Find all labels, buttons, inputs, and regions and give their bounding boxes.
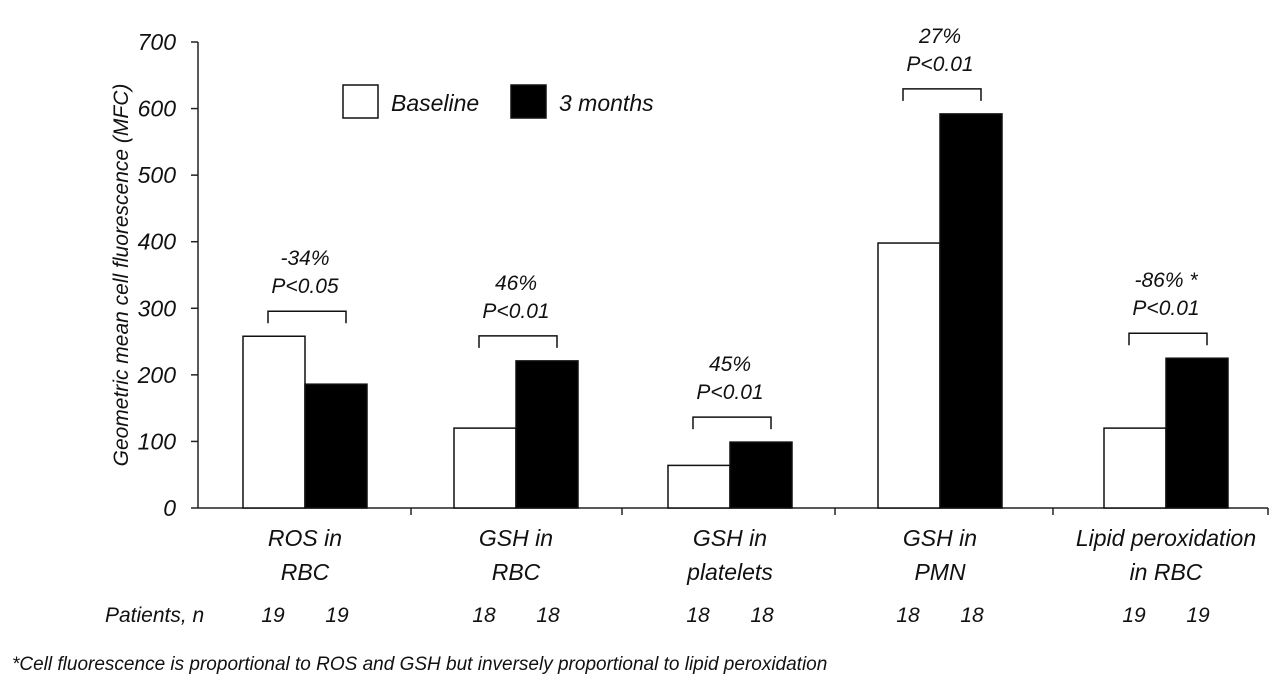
- bar-baseline: [1103, 427, 1167, 509]
- percent-change-label: 45%: [709, 353, 751, 376]
- category-label: GSH in: [903, 525, 977, 551]
- significance-bracket: [1128, 332, 1208, 346]
- category-label: in RBC: [1130, 559, 1203, 585]
- patients-count-3-months: 18: [536, 604, 560, 627]
- bar-3-months: [729, 441, 793, 509]
- legend-label-3-months: 3 months: [559, 90, 654, 116]
- bar-baseline: [242, 335, 306, 509]
- patients-count-baseline: 18: [896, 604, 920, 627]
- y-tick-label: 400: [138, 229, 177, 255]
- significance-bracket: [692, 416, 772, 430]
- y-tick-label: 600: [138, 96, 177, 122]
- y-ticks: 0 100 200 300 400 500 600 700: [137, 29, 198, 521]
- category-label: PMN: [914, 559, 966, 585]
- y-tick-label: 700: [138, 29, 177, 55]
- category-label: GSH in: [693, 525, 767, 551]
- x-categories: ROS in RBC GSH in RBC GSH in platelets GSH in P…: [268, 525, 1256, 585]
- y-tick-label: 500: [138, 162, 177, 188]
- patients-label: Patients, n: [105, 604, 204, 627]
- category-label: RBC: [281, 559, 330, 585]
- percent-change-label: -34%: [280, 247, 329, 270]
- y-tick-label: 300: [138, 295, 177, 321]
- footnote: *Cell fluorescence is proportional to RO…: [12, 654, 828, 675]
- bar-3-months: [304, 383, 368, 509]
- significance-bracket: [478, 335, 558, 348]
- percent-change-label: -86% *: [1134, 269, 1198, 292]
- category-label: ROS in: [268, 525, 342, 551]
- y-tick-label: 200: [137, 362, 177, 388]
- category-label: RBC: [492, 559, 541, 585]
- y-tick-label: 100: [138, 428, 177, 454]
- p-value-label: P<0.01: [1132, 297, 1199, 320]
- bar-baseline: [877, 242, 941, 509]
- annotations: P<0.05 -34% P<0.01 46% P<0.01 45% P<0.01 27% P<0…: [267, 25, 1208, 430]
- legend-swatch-baseline: [342, 84, 379, 119]
- patients-count-3-months: 18: [750, 604, 774, 627]
- patients-count-baseline: 19: [261, 604, 285, 627]
- bar-3-months: [939, 113, 1003, 509]
- bar-baseline: [453, 427, 517, 509]
- significance-bracket: [902, 88, 982, 101]
- legend-swatch-3-months: [510, 84, 547, 119]
- patients-count-3-months: 19: [1186, 604, 1210, 627]
- percent-change-label: 46%: [495, 272, 537, 295]
- legend: Baseline 3 months: [342, 84, 654, 119]
- p-value-label: P<0.01: [906, 53, 973, 76]
- bar-3-months: [1165, 357, 1229, 509]
- category-label: GSH in: [479, 525, 553, 551]
- patients-count-3-months: 18: [960, 604, 984, 627]
- p-value-label: P<0.01: [696, 381, 763, 404]
- bars: [242, 113, 1229, 509]
- percent-change-label: 27%: [918, 25, 961, 48]
- y-tick-label: 0: [163, 495, 176, 521]
- category-label: Lipid peroxidation: [1076, 525, 1256, 551]
- legend-label-baseline: Baseline: [391, 90, 479, 116]
- p-value-label: P<0.01: [482, 300, 549, 323]
- y-axis-label: Geometric mean cell fluorescence (MFC): [110, 84, 133, 467]
- significance-bracket: [267, 310, 347, 324]
- bar-3-months: [515, 360, 579, 509]
- bar-baseline: [667, 464, 731, 509]
- patients-count-baseline: 19: [1122, 604, 1146, 627]
- patients-count-baseline: 18: [472, 604, 496, 627]
- patients-count-3-months: 19: [325, 604, 349, 627]
- p-value-label: P<0.05: [271, 275, 338, 298]
- category-label: platelets: [686, 559, 773, 585]
- patients-count-baseline: 18: [686, 604, 710, 627]
- patients-row: Patients, n 19 19 18 18 18 18 18 18 19 19: [105, 604, 1210, 627]
